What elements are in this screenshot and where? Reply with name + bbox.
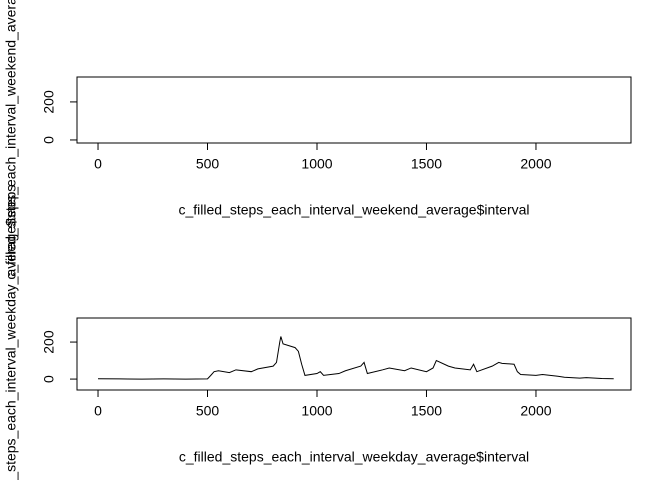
y-tick-label: 200 [41,90,57,114]
x-tick-label: 1500 [411,403,442,419]
plot-box [76,76,632,144]
y-axis-label: c_filled_steps_each_interval_weekday_ave… [3,185,19,480]
x-tick-label: 1000 [301,156,332,172]
y-tick-label: 200 [41,330,57,354]
x-tick-label: 2000 [520,403,551,419]
x-tick-label: 500 [196,156,220,172]
x-axis-label: c_filled_steps_each_interval_weekend_ave… [178,202,529,218]
plot-box [76,317,632,391]
x-tick-label: 2000 [520,156,551,172]
y-axis-label: c_filled_steps_each_interval_weekend_ave… [3,0,19,280]
y-tick-label: 0 [41,375,57,383]
x-tick-label: 0 [94,156,102,172]
x-tick-label: 500 [196,403,220,419]
data-line [98,336,614,380]
y-tick-label: 0 [41,136,57,144]
x-axis-label: c_filled_steps_each_interval_weekday_ave… [179,449,529,465]
x-tick-label: 1500 [411,156,442,172]
x-tick-label: 1000 [301,403,332,419]
x-tick-label: 0 [94,403,102,419]
